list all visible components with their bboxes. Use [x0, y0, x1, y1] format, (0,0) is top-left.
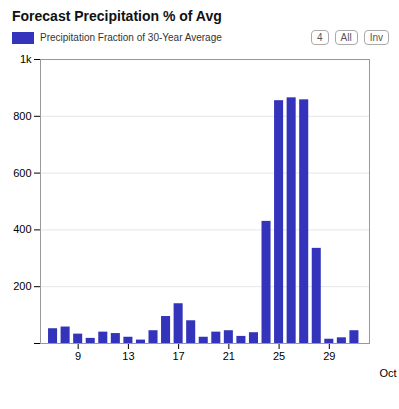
- html-text:4: 4: [317, 32, 323, 43]
- svg-text:17: 17: [173, 350, 185, 362]
- html-text:Forecast Precipitation % of Av: Forecast Precipitation % of Avg: [12, 8, 222, 24]
- svg-text:1k: 1k: [20, 53, 32, 65]
- svg-text:9: 9: [75, 350, 81, 362]
- html-text:Inv: Inv: [369, 32, 383, 43]
- svg-text:29: 29: [323, 350, 335, 362]
- svg-text:25: 25: [273, 350, 285, 362]
- html-text:Precipitation Fraction of 30-Y: Precipitation Fraction of 30-Year Averag…: [40, 32, 222, 43]
- svg-text:600: 600: [13, 167, 31, 179]
- svg-text:800: 800: [13, 110, 31, 122]
- svg-text:21: 21: [223, 350, 235, 362]
- svg-text:400: 400: [13, 223, 31, 235]
- html-text:All: All: [340, 32, 352, 43]
- svg-text:200: 200: [13, 280, 31, 292]
- svg-text:Oct: Oct: [379, 367, 396, 379]
- svg-text:13: 13: [122, 350, 134, 362]
